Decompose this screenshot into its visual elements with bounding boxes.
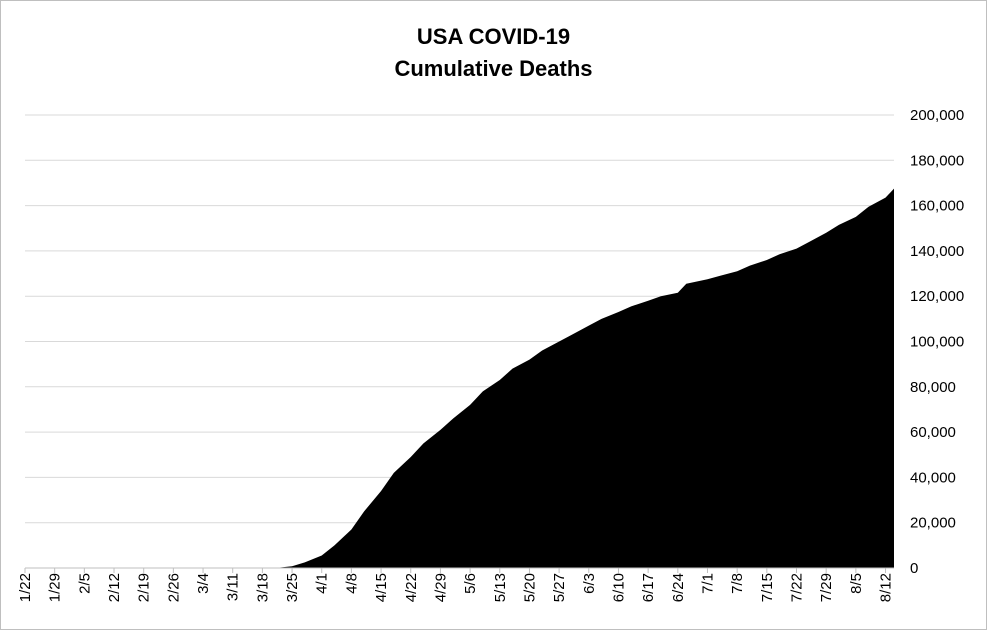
x-tick-label: 6/17 [640,573,657,602]
x-tick-label: 2/5 [76,573,93,594]
x-tick-label: 6/10 [610,573,627,602]
y-tick-label: 80,000 [910,379,956,396]
y-tick-label: 40,000 [910,469,956,486]
y-tick-label: 0 [910,560,918,577]
x-tick-label: 5/13 [492,573,509,602]
y-tick-label: 20,000 [910,515,956,532]
y-tick-label: 160,000 [910,198,964,215]
x-tick-label: 4/1 [314,573,331,594]
y-tick-label: 140,000 [910,243,964,260]
x-tick-label: 8/5 [848,573,865,594]
x-tick-label: 2/19 [136,573,153,602]
chart-subtitle: Cumulative Deaths [394,56,593,81]
y-tick-label: 60,000 [910,424,956,441]
x-tick-label: 3/4 [195,573,212,594]
x-tick-label: 8/12 [878,573,895,602]
x-tick-label: 7/1 [699,573,716,594]
x-tick-label: 4/22 [403,573,420,602]
x-tick-label: 7/15 [759,573,776,602]
y-tick-label: 120,000 [910,288,964,305]
x-tick-label: 1/22 [17,573,34,602]
x-tick-label: 3/11 [225,573,242,601]
x-tick-label: 4/8 [343,573,360,594]
y-tick-label: 180,000 [910,152,964,169]
x-tick-label: 7/8 [729,573,746,594]
x-tick-label: 6/24 [670,573,687,602]
x-tick-label: 3/18 [254,573,271,602]
x-tick-label: 5/27 [551,573,568,602]
x-tick-label: 1/29 [47,573,64,602]
x-tick-label: 7/22 [789,573,806,602]
y-tick-label: 200,000 [910,107,964,124]
x-tick-label: 2/12 [106,573,123,602]
area-series [25,188,894,569]
x-tick-label: 7/29 [818,573,835,602]
x-tick-label: 5/20 [521,573,538,602]
chart-title: USA COVID-19 [416,24,571,49]
x-tick-label: 4/15 [373,573,390,602]
x-tick-label: 2/26 [165,573,182,602]
y-tick-label: 100,000 [910,334,964,351]
chart-title-block: USA COVID-19 Cumulative Deaths [1,21,986,85]
x-tick-label: 6/3 [581,573,598,594]
x-tick-label: 5/6 [462,573,479,594]
x-tick-label: 4/29 [432,573,449,602]
x-tick-label: 3/25 [284,573,301,602]
